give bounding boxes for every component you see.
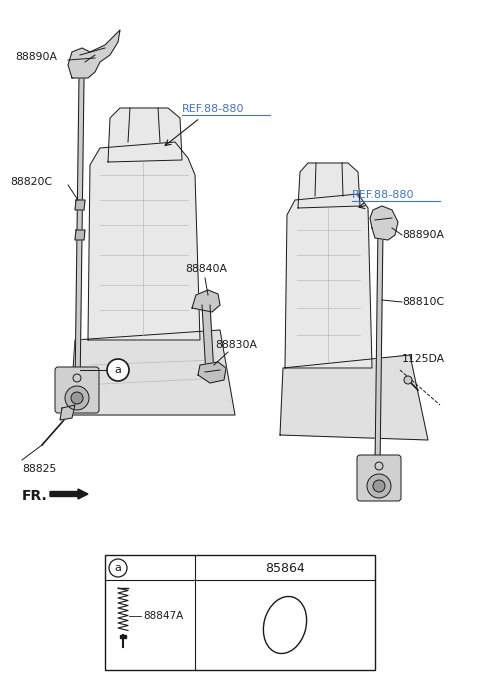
Polygon shape xyxy=(375,228,383,468)
Text: 88820C: 88820C xyxy=(10,177,52,187)
FancyBboxPatch shape xyxy=(357,455,401,501)
Text: a: a xyxy=(115,563,121,573)
Text: 88840A: 88840A xyxy=(185,264,227,274)
Text: 88847A: 88847A xyxy=(143,611,183,621)
Polygon shape xyxy=(68,30,120,78)
Text: 88890A: 88890A xyxy=(15,52,57,62)
Text: 88830A: 88830A xyxy=(215,340,257,350)
Circle shape xyxy=(65,386,89,410)
Ellipse shape xyxy=(264,597,307,654)
Circle shape xyxy=(107,359,129,381)
Polygon shape xyxy=(88,142,200,340)
Polygon shape xyxy=(75,78,84,390)
Text: REF.88-880: REF.88-880 xyxy=(182,104,244,114)
Polygon shape xyxy=(60,405,75,420)
Polygon shape xyxy=(75,200,85,210)
Circle shape xyxy=(367,474,391,498)
Polygon shape xyxy=(192,290,220,312)
Circle shape xyxy=(375,462,383,470)
Text: 88810C: 88810C xyxy=(402,297,444,307)
Polygon shape xyxy=(370,206,398,240)
Polygon shape xyxy=(70,330,235,415)
Polygon shape xyxy=(202,305,214,375)
Text: REF.88-880: REF.88-880 xyxy=(352,190,415,200)
Text: FR.: FR. xyxy=(22,489,48,503)
Circle shape xyxy=(109,559,127,577)
Text: 88825: 88825 xyxy=(22,464,56,474)
FancyArrow shape xyxy=(50,489,88,499)
Text: 88890A: 88890A xyxy=(402,230,444,240)
Text: a: a xyxy=(115,365,121,375)
Circle shape xyxy=(73,374,81,382)
Polygon shape xyxy=(198,362,226,383)
Polygon shape xyxy=(298,163,360,208)
Polygon shape xyxy=(285,194,372,368)
Circle shape xyxy=(373,480,385,492)
Text: 1125DA: 1125DA xyxy=(402,354,445,364)
Polygon shape xyxy=(108,108,182,162)
Polygon shape xyxy=(280,355,428,440)
Circle shape xyxy=(404,376,412,384)
Polygon shape xyxy=(120,635,126,638)
FancyBboxPatch shape xyxy=(55,367,99,413)
Text: 85864: 85864 xyxy=(265,562,305,574)
Circle shape xyxy=(71,392,83,404)
Polygon shape xyxy=(75,230,85,240)
Bar xyxy=(105,555,375,670)
